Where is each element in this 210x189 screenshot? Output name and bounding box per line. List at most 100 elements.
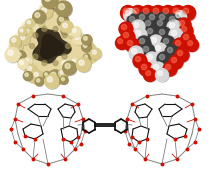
- Circle shape: [152, 63, 166, 77]
- Circle shape: [159, 54, 165, 60]
- Circle shape: [167, 47, 173, 53]
- Circle shape: [125, 38, 139, 52]
- Circle shape: [34, 72, 38, 77]
- Circle shape: [180, 25, 194, 39]
- Circle shape: [59, 4, 65, 10]
- Circle shape: [39, 6, 52, 19]
- Circle shape: [63, 61, 76, 75]
- Circle shape: [61, 28, 69, 35]
- Circle shape: [168, 15, 182, 29]
- Circle shape: [140, 63, 154, 77]
- Circle shape: [146, 27, 160, 41]
- Circle shape: [18, 33, 30, 45]
- Circle shape: [155, 68, 168, 81]
- Circle shape: [42, 26, 47, 31]
- Circle shape: [140, 5, 155, 20]
- Circle shape: [56, 1, 72, 17]
- Polygon shape: [32, 28, 72, 64]
- Circle shape: [177, 18, 191, 32]
- Circle shape: [178, 19, 192, 33]
- Circle shape: [135, 56, 141, 62]
- Circle shape: [12, 38, 16, 42]
- Circle shape: [130, 47, 144, 61]
- Circle shape: [83, 36, 87, 40]
- Circle shape: [134, 29, 148, 43]
- Circle shape: [145, 26, 159, 40]
- Circle shape: [133, 28, 147, 42]
- Circle shape: [126, 39, 140, 53]
- Circle shape: [143, 46, 149, 52]
- Circle shape: [179, 24, 193, 38]
- Circle shape: [121, 5, 135, 20]
- Circle shape: [57, 15, 69, 26]
- Circle shape: [67, 30, 76, 39]
- Circle shape: [157, 12, 171, 26]
- Circle shape: [135, 30, 141, 36]
- Circle shape: [82, 42, 91, 52]
- Circle shape: [8, 50, 13, 56]
- Circle shape: [137, 36, 151, 50]
- Circle shape: [139, 38, 145, 44]
- Circle shape: [138, 13, 152, 27]
- Circle shape: [173, 38, 187, 52]
- Circle shape: [144, 19, 158, 33]
- Circle shape: [29, 22, 38, 32]
- Circle shape: [144, 69, 157, 82]
- Circle shape: [141, 6, 156, 21]
- Circle shape: [124, 9, 137, 22]
- Circle shape: [123, 8, 129, 14]
- Circle shape: [169, 55, 183, 69]
- Circle shape: [36, 19, 45, 28]
- Circle shape: [33, 33, 38, 38]
- Circle shape: [35, 78, 44, 86]
- Circle shape: [153, 43, 167, 57]
- Circle shape: [37, 20, 41, 24]
- Circle shape: [24, 72, 33, 81]
- Circle shape: [73, 33, 85, 46]
- Circle shape: [171, 5, 185, 20]
- Circle shape: [36, 19, 44, 27]
- Circle shape: [165, 45, 179, 59]
- Circle shape: [77, 58, 91, 73]
- Circle shape: [72, 28, 76, 32]
- Circle shape: [171, 57, 177, 63]
- Circle shape: [45, 74, 59, 88]
- Circle shape: [82, 35, 92, 45]
- Circle shape: [26, 19, 35, 28]
- Circle shape: [33, 10, 46, 23]
- Circle shape: [142, 45, 156, 59]
- Circle shape: [24, 58, 33, 66]
- Circle shape: [123, 9, 136, 22]
- Circle shape: [129, 16, 135, 22]
- Circle shape: [18, 27, 27, 36]
- Circle shape: [84, 54, 91, 62]
- Circle shape: [5, 47, 20, 62]
- Circle shape: [128, 15, 142, 29]
- Circle shape: [25, 29, 29, 33]
- Circle shape: [186, 39, 199, 52]
- Circle shape: [91, 49, 102, 60]
- Circle shape: [63, 62, 77, 75]
- Circle shape: [161, 36, 175, 50]
- Circle shape: [169, 28, 183, 42]
- Circle shape: [156, 69, 169, 82]
- Circle shape: [116, 36, 129, 50]
- Circle shape: [176, 49, 190, 63]
- Circle shape: [156, 19, 170, 33]
- Circle shape: [158, 53, 172, 67]
- Circle shape: [82, 35, 92, 45]
- Polygon shape: [14, 3, 87, 75]
- Circle shape: [6, 48, 21, 63]
- Circle shape: [181, 26, 187, 32]
- Circle shape: [149, 35, 163, 49]
- Circle shape: [76, 58, 91, 72]
- Circle shape: [29, 43, 34, 49]
- Circle shape: [33, 11, 46, 24]
- Circle shape: [66, 43, 71, 49]
- Circle shape: [62, 33, 67, 38]
- Circle shape: [183, 8, 189, 14]
- Circle shape: [175, 40, 181, 46]
- Circle shape: [58, 16, 69, 27]
- Circle shape: [163, 38, 169, 44]
- Polygon shape: [8, 0, 94, 80]
